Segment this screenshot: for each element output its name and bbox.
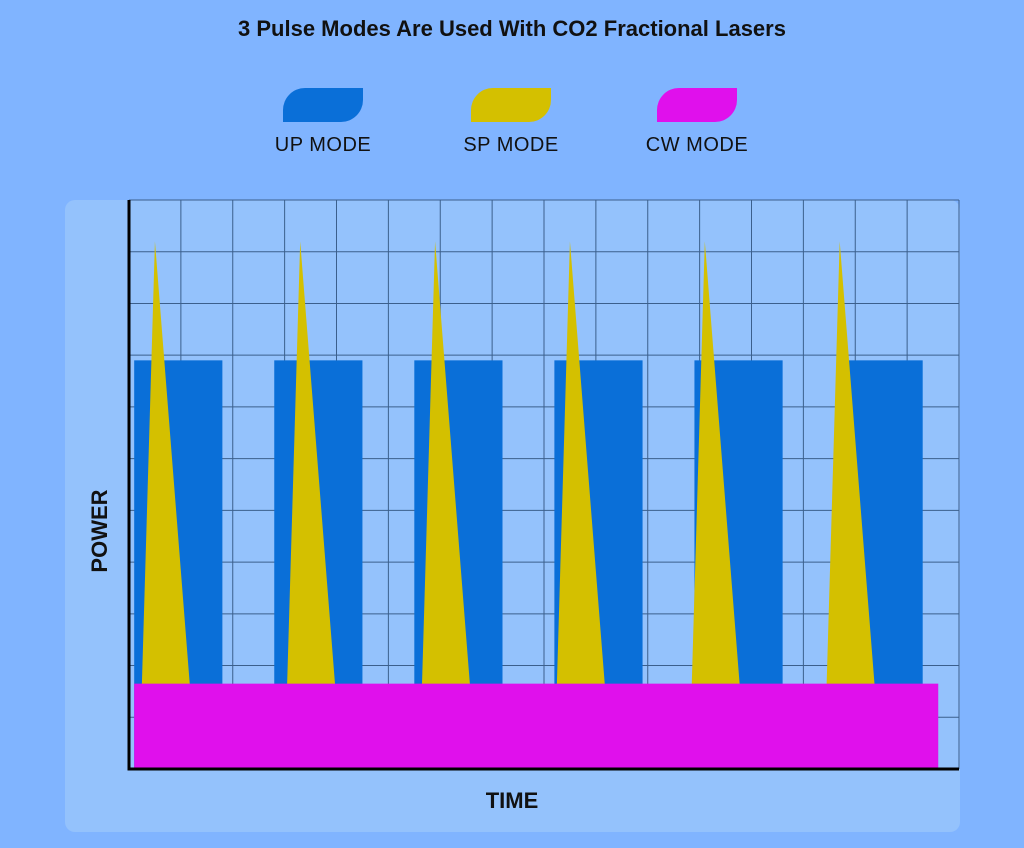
sp-mode-spike-4 <box>554 241 612 769</box>
legend-item-sp-mode: SP MODE <box>431 88 591 157</box>
legend-label-up-mode: UP MODE <box>274 134 372 156</box>
y-axis-title: POWER <box>87 489 112 572</box>
legend-label-cw-mode: CW MODE <box>645 134 749 156</box>
legend-swatch-sp-mode <box>471 88 551 122</box>
series-cw-mode <box>134 683 939 768</box>
legend-swatch-cw-mode <box>657 88 737 122</box>
chart-title: 3 Pulse Modes Are Used With CO2 Fraction… <box>238 16 786 41</box>
sp-mode-spike-2 <box>284 241 342 769</box>
axes <box>127 200 959 771</box>
sp-mode-spike-6 <box>824 241 882 769</box>
sp-mode-spike-3 <box>419 241 477 769</box>
legend-item-cw-mode: CW MODE <box>617 88 777 157</box>
legend: UP MODE SP MODE CW MODE <box>0 88 1024 168</box>
legend-label-sp-mode: SP MODE <box>463 134 559 156</box>
legend-swatch-up-mode <box>283 88 363 122</box>
sp-mode-spike-5 <box>689 241 747 769</box>
sp-mode-spike-1 <box>139 241 197 769</box>
cw-mode-band <box>134 683 939 768</box>
x-axis-title: TIME <box>486 788 539 813</box>
legend-item-up-mode: UP MODE <box>243 88 403 157</box>
series-sp-mode <box>139 241 882 769</box>
